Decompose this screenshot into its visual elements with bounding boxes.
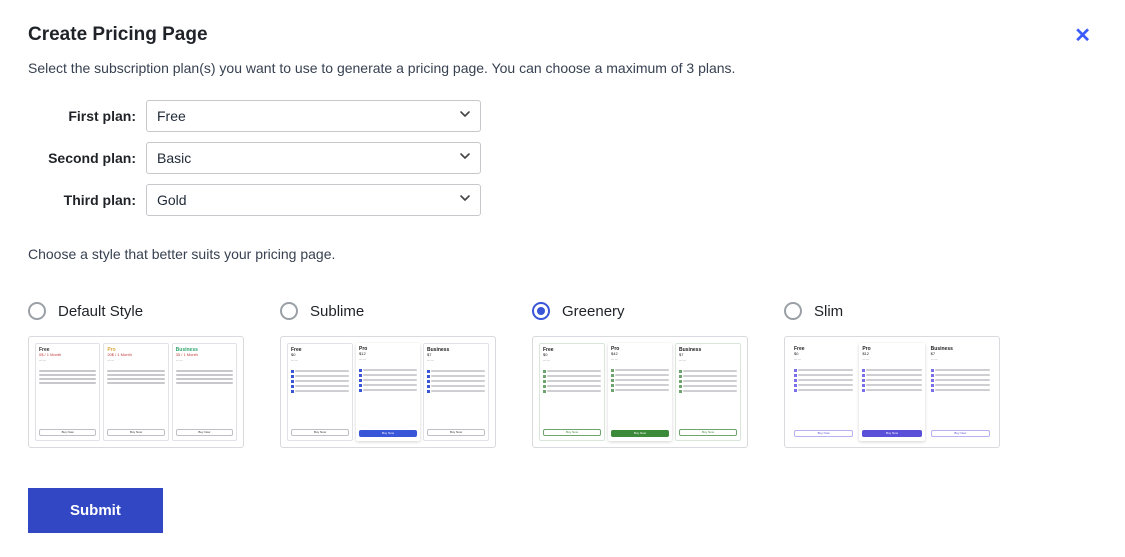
style-radio-label: Greenery xyxy=(562,303,625,320)
preview-card: Pro$12— —Buy Now xyxy=(356,343,420,441)
dialog-title: Create Pricing Page xyxy=(28,24,208,46)
radio-icon xyxy=(532,302,550,320)
style-radio-sublime[interactable]: Sublime xyxy=(280,302,496,320)
radio-icon xyxy=(280,302,298,320)
plan-label: Third plan: xyxy=(28,192,136,208)
style-preview: Free$0— —Buy NowPro$42— —Buy NowBusiness… xyxy=(532,336,748,448)
dialog-subtitle: Select the subscription plan(s) you want… xyxy=(28,60,1097,76)
preview-card: Business$7— —Buy Now xyxy=(928,343,993,441)
style-radio-label: Sublime xyxy=(310,303,364,320)
plan-select-3[interactable]: Gold xyxy=(146,184,481,216)
style-radio-slim[interactable]: Slim xyxy=(784,302,1000,320)
radio-icon xyxy=(784,302,802,320)
style-preview: Free$0— —Buy NowPro$12— —Buy NowBusiness… xyxy=(784,336,1000,448)
style-option: Default Style Free0$ / 1 Month— —Buy NowP… xyxy=(28,302,244,448)
close-icon[interactable]: ✕ xyxy=(1068,24,1097,48)
preview-card: Free$0— —Buy Now xyxy=(539,343,605,441)
preview-card: Free$0— —Buy Now xyxy=(287,343,353,441)
plan-row: First plan: Free xyxy=(28,100,1097,132)
preview-card: Business$7— —Buy Now xyxy=(675,343,741,441)
radio-icon xyxy=(28,302,46,320)
style-hint: Choose a style that better suits your pr… xyxy=(28,246,1097,262)
style-option: Greenery Free$0— —Buy NowPro$42— —Buy Now… xyxy=(532,302,748,448)
style-option: Slim Free$0— —Buy NowPro$12— —Buy NowBusi… xyxy=(784,302,1000,448)
style-preview: Free0$ / 1 Month— —Buy NowPro20$ / 1 Mon… xyxy=(28,336,244,448)
plan-row: Second plan: Basic xyxy=(28,142,1097,174)
preview-card: Pro$12— —Buy Now xyxy=(859,343,924,441)
plan-select-2[interactable]: Basic xyxy=(146,142,481,174)
style-radio-label: Default Style xyxy=(58,303,143,320)
style-radio-default-style[interactable]: Default Style xyxy=(28,302,244,320)
style-radio-label: Slim xyxy=(814,303,843,320)
preview-card: Pro$42— —Buy Now xyxy=(608,343,672,441)
plan-label: First plan: xyxy=(28,108,136,124)
style-options-row: Default StyleFree0$ / 1 Month— —Buy NowP… xyxy=(28,302,1097,448)
plan-select-1[interactable]: Free xyxy=(146,100,481,132)
preview-card: Business$7— —Buy Now xyxy=(423,343,489,441)
preview-card: Free0$ / 1 Month— —Buy Now xyxy=(35,343,100,441)
plan-selectors: First plan: Free Second plan: Basic Third pl… xyxy=(28,100,1097,216)
submit-button[interactable]: Submit xyxy=(28,488,163,533)
preview-card: Pro20$ / 1 Month— —Buy Now xyxy=(103,343,168,441)
style-preview: Free$0— —Buy NowPro$12— —Buy NowBusiness… xyxy=(280,336,496,448)
style-option: Sublime Free$0— —Buy NowPro$12— —Buy NowB… xyxy=(280,302,496,448)
preview-card: Business35 / 1 Month— —Buy Now xyxy=(172,343,237,441)
preview-card: Free$0— —Buy Now xyxy=(791,343,856,441)
plan-label: Second plan: xyxy=(28,150,136,166)
plan-row: Third plan: Gold xyxy=(28,184,1097,216)
style-radio-greenery[interactable]: Greenery xyxy=(532,302,748,320)
